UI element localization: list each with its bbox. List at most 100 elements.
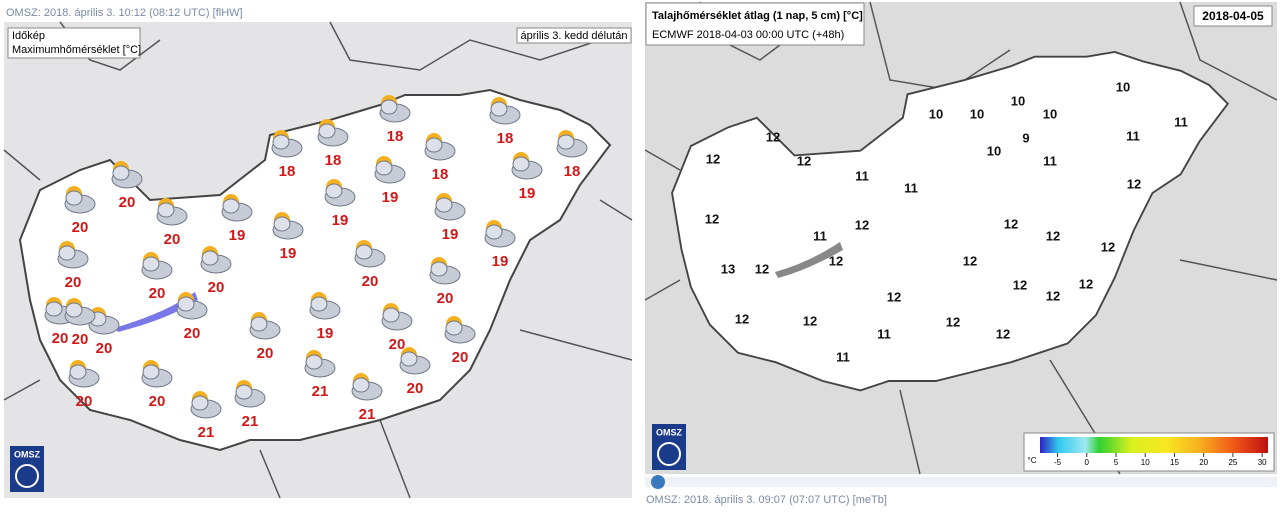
- right-logo-text: OMSZ: [656, 427, 683, 437]
- soil-temp-label: 12: [996, 326, 1010, 341]
- left-legend: [7, 27, 141, 59]
- cloud: [445, 320, 463, 336]
- weather-icon: [57, 241, 89, 269]
- weather-icon: [221, 194, 253, 222]
- weather-icon: [556, 130, 588, 158]
- weather-icon: [484, 220, 516, 248]
- temperature-label: 20: [149, 393, 166, 410]
- right-lake: [775, 242, 843, 278]
- weather-icon: [489, 97, 521, 125]
- legend-line: Időkép: [12, 30, 45, 42]
- temperature-label: 20: [389, 336, 406, 353]
- temperature-label: 21: [312, 383, 329, 400]
- soil-temp-label: 12: [755, 261, 769, 276]
- left-logo-text: OMSZ: [14, 449, 41, 459]
- temperature-label: 21: [359, 406, 376, 423]
- temperature-label: 19: [519, 185, 536, 202]
- cloud: [177, 296, 195, 312]
- cloud: [310, 296, 328, 312]
- cloud: [512, 156, 530, 172]
- colorbar-tick-label: 0: [1085, 458, 1090, 467]
- weather-icon: [271, 130, 303, 158]
- temperature-label: 20: [52, 330, 69, 347]
- weather-icon: [234, 380, 266, 408]
- soil-temp-label: 13: [721, 261, 735, 276]
- soil-temp-label: 11: [813, 228, 827, 243]
- weather-icon: [156, 198, 188, 226]
- soil-temp-label: 9: [1022, 130, 1029, 145]
- left-borders: [3, 21, 633, 499]
- soil-temp-label: 12: [1004, 216, 1018, 231]
- cloud: [65, 190, 83, 206]
- slider-track: [645, 477, 1277, 487]
- left-country: [18, 88, 612, 452]
- temperature-label: 19: [332, 212, 349, 229]
- soil-temp-label: 12: [1079, 276, 1093, 291]
- temperature-label: 21: [242, 413, 259, 430]
- weather-icon: [444, 316, 476, 344]
- weather-icon: [304, 350, 336, 378]
- cloud: [191, 395, 209, 411]
- right-logo: [652, 424, 686, 470]
- soil-temp-label: 12: [1127, 176, 1141, 191]
- weather-icon: [434, 193, 466, 221]
- soil-temp-label: 12: [963, 253, 977, 268]
- cloud: [112, 165, 130, 181]
- colorbar: [1040, 437, 1268, 453]
- cloud: [45, 301, 63, 317]
- date-box: [1193, 5, 1273, 27]
- soil-temp-label: 12: [803, 313, 817, 328]
- temperature-label: 18: [387, 128, 404, 145]
- weather-icon: [190, 391, 222, 419]
- left-header: OMSZ: 2018. április 3. 10:12 (08:12 UTC)…: [6, 7, 243, 19]
- cloud: [273, 216, 291, 232]
- soil-temp-label: 10: [987, 143, 1001, 158]
- soil-temp-label: 12: [706, 151, 720, 166]
- temperature-label: 20: [164, 231, 181, 248]
- soil-temp-label: 12: [1046, 228, 1060, 243]
- cloud: [305, 354, 323, 370]
- logo-swirl: [15, 464, 39, 488]
- soil-temp-label: 11: [1174, 114, 1188, 129]
- cloud: [490, 101, 508, 117]
- cloud: [382, 307, 400, 323]
- soil-temp-label: 12: [705, 211, 719, 226]
- soil-temp-label: 11: [1043, 153, 1057, 168]
- temperature-label: 19: [280, 245, 297, 262]
- weather-icon: [399, 347, 431, 375]
- weather-icon: [200, 246, 232, 274]
- weather-icon: [68, 360, 100, 388]
- soil-temp-label: 12: [887, 289, 901, 304]
- temperature-label: 19: [229, 227, 246, 244]
- temperature-label: 20: [76, 393, 93, 410]
- soil-temp-label: 11: [904, 180, 918, 195]
- cloud: [58, 245, 76, 261]
- weather-icon: [64, 186, 96, 214]
- weather-icon: [141, 360, 173, 388]
- cloud: [355, 244, 373, 260]
- weather-icon: [64, 298, 96, 326]
- soil-temp-label: 11: [877, 326, 891, 341]
- cloud: [250, 316, 268, 332]
- right-date: 2018-04-05: [1202, 9, 1264, 23]
- soil-temp-label: 12: [829, 253, 843, 268]
- cloud: [318, 123, 336, 139]
- soil-temp-label: 12: [735, 311, 749, 326]
- weather-icon: [424, 133, 456, 161]
- temperature-label: 20: [149, 285, 166, 302]
- cloud: [201, 250, 219, 266]
- soil-temp-label: 10: [1043, 106, 1057, 121]
- soil-temp-label: 12: [946, 314, 960, 329]
- temperature-label: 19: [492, 253, 509, 270]
- soil-temp-label: 10: [970, 106, 984, 121]
- colorbar-tick-label: 10: [1141, 458, 1150, 467]
- temperature-label: 19: [317, 325, 334, 342]
- cloud: [380, 99, 398, 115]
- slider-handle[interactable]: [651, 475, 665, 489]
- cloud: [69, 364, 87, 380]
- temperature-label: 18: [325, 152, 342, 169]
- temperature-label: 20: [437, 290, 454, 307]
- cloud: [142, 256, 160, 272]
- temperature-label: 20: [362, 273, 379, 290]
- cloud: [157, 202, 175, 218]
